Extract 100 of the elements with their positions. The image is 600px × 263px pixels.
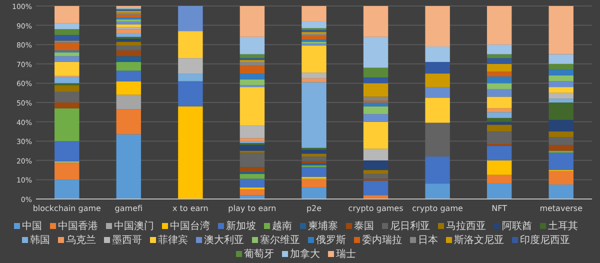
bar — [116, 134, 142, 199]
bar — [486, 174, 512, 184]
bar — [548, 70, 574, 76]
legend-label: 印度尼西亚 — [520, 234, 570, 246]
bar — [363, 114, 388, 122]
bar — [548, 152, 574, 170]
bar — [548, 184, 574, 199]
legend-label: 土耳其 — [548, 220, 578, 232]
bar — [116, 14, 142, 18]
legend-label: 中国台湾 — [170, 220, 210, 232]
bar — [302, 36, 326, 40]
bar — [116, 42, 142, 46]
bar — [548, 87, 574, 93]
legend-label: 尼日利亚 — [390, 220, 430, 232]
legend-label: 日本 — [418, 234, 438, 246]
bar — [363, 102, 388, 106]
bar — [486, 112, 512, 118]
x-tick-label: NFT — [492, 204, 508, 213]
bar — [363, 170, 388, 174]
legend-label: 柬埔寨 — [308, 220, 338, 232]
bar — [548, 6, 574, 54]
bar — [302, 72, 326, 78]
legend-label: 马拉西亚 — [446, 220, 486, 232]
legend-label: 委内瑞拉 — [362, 234, 402, 246]
bar — [486, 124, 512, 132]
bar — [548, 54, 574, 64]
bar — [363, 148, 388, 160]
bar — [486, 44, 512, 54]
bar — [486, 72, 512, 76]
bar — [54, 29, 80, 35]
bar — [548, 171, 574, 185]
legend-label: 中国 — [22, 220, 42, 232]
legend-label: 越南 — [272, 220, 292, 232]
bar — [240, 74, 265, 80]
bar — [240, 54, 265, 58]
bar — [240, 36, 265, 54]
bar — [486, 146, 512, 160]
bar — [178, 81, 203, 106]
bar — [486, 184, 512, 199]
bar — [240, 178, 265, 188]
bar — [240, 174, 265, 179]
bar — [363, 174, 388, 179]
bar — [548, 120, 574, 132]
bar — [240, 144, 265, 151]
bar — [54, 102, 80, 108]
bar — [178, 58, 203, 74]
bar — [54, 108, 80, 142]
legend-label: 新加坡 — [226, 220, 256, 232]
legend-label: 菲律宾 — [158, 234, 188, 246]
x-tick-label: play to earn — [228, 204, 276, 213]
bar — [240, 6, 265, 37]
bar — [486, 88, 512, 97]
bar — [54, 85, 80, 92]
bar — [548, 92, 574, 99]
bar — [54, 42, 80, 50]
bar — [363, 36, 388, 68]
legend-label: 墨西哥 — [112, 235, 142, 246]
legend-label: 俄罗斯 — [316, 234, 346, 246]
bar — [178, 106, 203, 199]
bar — [425, 184, 450, 199]
bar — [425, 87, 450, 98]
bar — [302, 46, 326, 73]
bar — [302, 154, 326, 157]
bar — [178, 31, 203, 58]
bar — [425, 98, 450, 123]
bar — [548, 98, 574, 102]
bar — [486, 118, 512, 122]
legend-label: 阿联酋 — [502, 220, 532, 232]
bar — [116, 81, 142, 95]
bar — [486, 58, 512, 64]
bar — [302, 167, 326, 177]
bar — [116, 46, 142, 50]
x-tick-label: metaverse — [540, 204, 583, 213]
bar — [425, 74, 450, 88]
bar — [240, 167, 265, 172]
legend-label: 斯洛文尼亚 — [454, 234, 504, 246]
bar — [486, 160, 512, 175]
bar — [363, 122, 388, 149]
bar — [302, 150, 326, 154]
bar — [240, 138, 265, 142]
bar — [425, 62, 450, 74]
bar — [116, 94, 142, 110]
bar — [302, 21, 326, 28]
x-tick-label: x to earn — [172, 204, 208, 213]
legend-label: 中国香港 — [58, 220, 98, 232]
bar — [486, 6, 512, 45]
bar — [54, 62, 80, 76]
bar — [363, 106, 388, 114]
bar — [240, 62, 265, 66]
bar — [548, 64, 574, 70]
bar — [486, 54, 512, 58]
bar — [240, 195, 265, 199]
bar — [548, 102, 574, 120]
bar — [363, 83, 388, 97]
bar — [363, 160, 388, 170]
bar — [240, 79, 265, 86]
bar — [178, 74, 203, 82]
bar — [116, 70, 142, 82]
legend-label: 澳大利亚 — [204, 234, 244, 246]
bar — [302, 6, 326, 22]
